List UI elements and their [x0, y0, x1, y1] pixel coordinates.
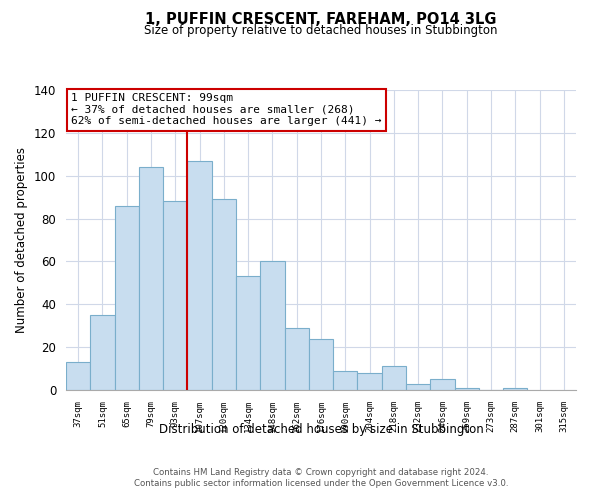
- Bar: [90, 315, 115, 390]
- Bar: [455, 388, 479, 390]
- Bar: [333, 370, 358, 390]
- Bar: [382, 366, 406, 390]
- Bar: [115, 206, 139, 390]
- Text: Contains HM Land Registry data © Crown copyright and database right 2024.
Contai: Contains HM Land Registry data © Crown c…: [134, 468, 508, 487]
- Bar: [430, 380, 455, 390]
- Text: 1 PUFFIN CRESCENT: 99sqm
← 37% of detached houses are smaller (268)
62% of semi-: 1 PUFFIN CRESCENT: 99sqm ← 37% of detach…: [71, 93, 382, 126]
- Bar: [139, 167, 163, 390]
- Bar: [260, 262, 284, 390]
- Text: Distribution of detached houses by size in Stubbington: Distribution of detached houses by size …: [158, 422, 484, 436]
- Bar: [503, 388, 527, 390]
- Bar: [406, 384, 430, 390]
- Bar: [358, 373, 382, 390]
- Bar: [309, 338, 333, 390]
- Bar: [236, 276, 260, 390]
- Bar: [163, 202, 187, 390]
- Y-axis label: Number of detached properties: Number of detached properties: [16, 147, 28, 333]
- Text: Size of property relative to detached houses in Stubbington: Size of property relative to detached ho…: [144, 24, 498, 37]
- Bar: [66, 362, 90, 390]
- Bar: [212, 200, 236, 390]
- Bar: [187, 160, 212, 390]
- Text: 1, PUFFIN CRESCENT, FAREHAM, PO14 3LG: 1, PUFFIN CRESCENT, FAREHAM, PO14 3LG: [145, 12, 497, 28]
- Bar: [284, 328, 309, 390]
